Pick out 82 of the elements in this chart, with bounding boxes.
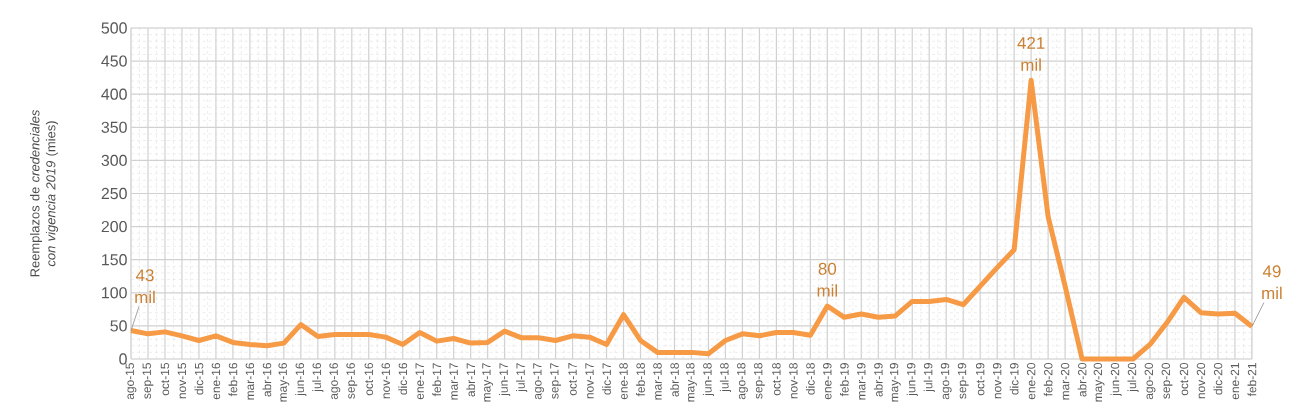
x-tick-label: ago-16 bbox=[329, 363, 341, 400]
x-tick-label: oct-15 bbox=[160, 363, 170, 396]
x-tick-label: may-18 bbox=[686, 363, 697, 402]
x-tick-label: ene-17 bbox=[415, 363, 424, 400]
x-tick-label: dic-17 bbox=[602, 363, 611, 395]
x-tick-label: dic-19 bbox=[1009, 363, 1019, 395]
x-tick-label: abr-17 bbox=[466, 363, 476, 397]
x-tick-label: nov-15 bbox=[177, 363, 187, 399]
annotation: 49 mil bbox=[1262, 265, 1282, 300]
x-tick-label: ago-18 bbox=[737, 363, 748, 400]
x-tick-label: abr-19 bbox=[873, 363, 883, 397]
annotation: 80 mil bbox=[817, 262, 838, 297]
x-tick-label: jul-18 bbox=[719, 363, 731, 393]
x-tick-label: ago-15 bbox=[125, 363, 137, 400]
x-tick-label: sep-19 bbox=[957, 363, 969, 399]
x-tick-label: ago-20 bbox=[1144, 362, 1156, 400]
x-tick-label: feb-18 bbox=[636, 363, 645, 397]
x-tick-label: sep-18 bbox=[753, 363, 765, 399]
x-tick-label: jul-19 bbox=[923, 363, 935, 393]
x-tick-label: dic-15 bbox=[194, 363, 204, 395]
x-tick-label: mar-19 bbox=[857, 363, 866, 400]
x-tick-label: nov-18 bbox=[789, 363, 798, 399]
x-tick-label: dic-18 bbox=[805, 363, 815, 395]
x-tick-label: may-16 bbox=[278, 363, 290, 402]
x-tick-label: mar-17 bbox=[449, 363, 458, 400]
x-tick-label: abr-16 bbox=[262, 363, 272, 397]
x-tick-label: feb-16 bbox=[228, 363, 238, 397]
x-tick-label: may-20 bbox=[1093, 362, 1105, 402]
x-tick-label: abr-18 bbox=[670, 363, 679, 397]
x-tick-label: jun-17 bbox=[499, 363, 511, 397]
annotation: 43 mil bbox=[135, 269, 155, 304]
x-tick-label: dic-20 bbox=[1213, 362, 1223, 395]
x-tick-label: ene-20 bbox=[1026, 362, 1036, 400]
x-tick-label: ene-18 bbox=[619, 363, 628, 400]
y-tick-label: 400 bbox=[101, 88, 127, 100]
y-tick-label: 0 bbox=[119, 353, 127, 365]
y-tick-label: 500 bbox=[101, 22, 127, 34]
x-tick-label: mar-16 bbox=[245, 363, 255, 400]
y-tick-label: 100 bbox=[102, 287, 127, 299]
x-tick-label: feb-21 bbox=[1247, 363, 1257, 397]
y-tick-label: 200 bbox=[101, 220, 127, 233]
x-tick-label: nov-19 bbox=[992, 363, 1002, 399]
annotation: 421 mil bbox=[1017, 37, 1045, 71]
x-tick-label: ene-21 bbox=[1230, 363, 1240, 400]
x-tick-label: jul-20 bbox=[1127, 362, 1139, 393]
x-tick-label: oct-20 bbox=[1179, 362, 1189, 396]
x-tick-label: oct-16 bbox=[364, 363, 373, 396]
x-tick-label: jun-19 bbox=[906, 363, 918, 397]
x-tick-label: oct-19 bbox=[975, 363, 985, 396]
y-tick-label: 300 bbox=[101, 154, 127, 167]
x-tick-label: ago-17 bbox=[533, 363, 544, 400]
x-tick-label: dic-16 bbox=[398, 363, 408, 395]
y-tick-label: 350 bbox=[101, 121, 127, 133]
x-tick-label: ago-19 bbox=[940, 363, 952, 400]
x-tick-label: jun-20 bbox=[1110, 362, 1122, 397]
x-tick-label: ene-16 bbox=[211, 363, 221, 400]
x-tick-label: nov-16 bbox=[381, 363, 390, 399]
x-tick-label: jun-16 bbox=[295, 363, 307, 397]
x-tick-label: sep-15 bbox=[142, 363, 154, 399]
x-tick-label: mar-20 bbox=[1060, 362, 1070, 400]
x-tick-label: nov-17 bbox=[585, 363, 594, 399]
x-tick-label: oct-17 bbox=[568, 363, 577, 396]
y-tick-label: 250 bbox=[101, 187, 127, 200]
x-tick-label: jun-18 bbox=[702, 363, 715, 397]
x-tick-label: sep-20 bbox=[1161, 362, 1173, 399]
x-tick-label: mar-18 bbox=[653, 363, 662, 400]
x-tick-label: sep-17 bbox=[550, 363, 561, 399]
x-tick-label: may-17 bbox=[482, 363, 494, 402]
x-tick-label: may-19 bbox=[889, 363, 901, 402]
x-tick-label: jul-16 bbox=[312, 363, 324, 393]
y-tick-label: 150 bbox=[102, 254, 127, 266]
x-tick-label: sep-16 bbox=[346, 363, 358, 399]
x-tick-label: ene-19 bbox=[823, 363, 832, 400]
x-tick-label: oct-18 bbox=[772, 363, 781, 396]
x-tick-label: jul-17 bbox=[516, 363, 528, 393]
x-tick-label: feb-19 bbox=[839, 363, 849, 397]
x-tick-label: nov-20 bbox=[1196, 362, 1206, 399]
x-tick-label: abr-20 bbox=[1077, 362, 1087, 397]
x-tick-label: feb-20 bbox=[1043, 362, 1053, 397]
y-tick-label: 50 bbox=[110, 320, 127, 332]
x-tick-label: feb-17 bbox=[432, 363, 442, 397]
y-tick-label: 450 bbox=[101, 55, 127, 67]
